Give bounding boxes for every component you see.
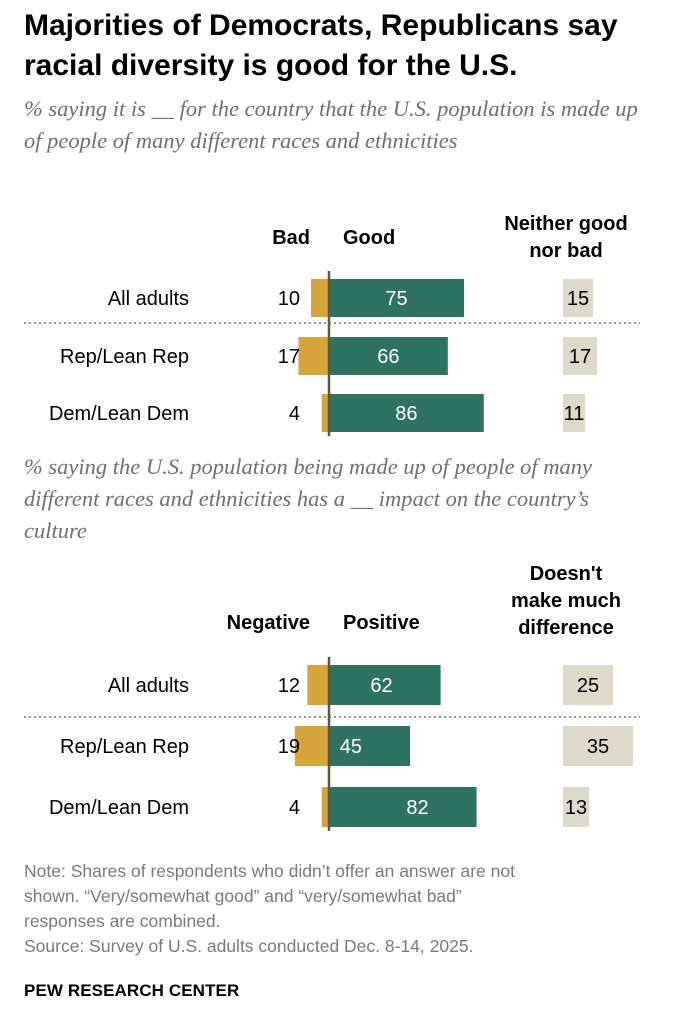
data-label-negative: 4 [289, 403, 300, 425]
bar-positive [329, 665, 441, 705]
bar-neutral [563, 279, 593, 317]
column-header-neither-good-nor-bad: nor bad [529, 240, 602, 262]
column-header-positive: Positive [343, 612, 420, 634]
column-header-negative: Negative [227, 612, 310, 634]
data-label-neutral: 11 [564, 403, 585, 425]
bar-neutral [563, 665, 613, 705]
bar-positive [329, 394, 484, 432]
bar-neutral [563, 337, 597, 375]
data-label-negative: 17 [278, 346, 300, 368]
data-label-negative: 4 [289, 797, 300, 819]
bar-negative [294, 726, 329, 766]
column-header-neither-good-nor-bad: Neither good [504, 213, 627, 235]
bar-negative [311, 279, 329, 317]
bar-neutral [563, 394, 585, 432]
data-label-positive: 62 [370, 675, 392, 697]
chart-2-svg: Negative Positive Doesn't make much differen… [24, 563, 640, 831]
source-line: Source: Survey of U.S. adults conducted … [24, 936, 474, 956]
data-label-negative: 12 [278, 675, 300, 697]
data-label-positive: 82 [406, 797, 428, 819]
pew-research-center-logo: PEW RESEARCH CENTER [24, 981, 240, 1000]
chart-1: Bad Good Neither good nor bad All adults 10 75… [0, 200, 682, 442]
note-and-source: Note: Shares of respondents who didn’t o… [24, 859, 664, 959]
category-label: All adults [108, 675, 189, 697]
data-label-negative: 10 [278, 288, 300, 310]
data-label-neutral: 25 [577, 675, 599, 697]
bar-neutral [563, 787, 589, 827]
note-line: responses are combined. [24, 911, 221, 931]
chart-1-subtitle: % saying it is __ for the country that t… [24, 96, 638, 153]
column-header-doesn-t-make-much-difference: Doesn't [530, 563, 603, 585]
category-label: Dem/Lean Dem [49, 403, 189, 425]
category-label: Rep/Lean Rep [60, 736, 189, 758]
data-label-negative: 19 [278, 736, 300, 758]
chart-2-subtitle: % saying the U.S. population being made … [24, 454, 593, 543]
data-label-neutral: 35 [587, 736, 609, 758]
column-header-doesn-t-make-much-difference: difference [518, 617, 614, 639]
note-line: shown. “Very/somewhat good” and “very/so… [24, 886, 462, 906]
column-header-good: Good [343, 227, 395, 249]
category-label: Dem/Lean Dem [49, 797, 189, 819]
category-label: Rep/Lean Rep [60, 346, 189, 368]
bar-positive [329, 787, 477, 827]
bar-neutral [563, 726, 633, 766]
data-label-neutral: 15 [567, 288, 589, 310]
chart-title: Majorities of Democrats, Republicans say… [24, 9, 618, 82]
bar-negative [298, 337, 329, 375]
data-label-neutral: 17 [569, 346, 591, 368]
bar-negative [321, 394, 329, 432]
bar-negative [321, 787, 329, 827]
bar-positive [329, 337, 448, 375]
category-label: All adults [108, 288, 189, 310]
bar-positive [329, 726, 410, 766]
bar-negative [307, 665, 329, 705]
chart-1-svg: Bad Good Neither good nor bad All adults 10 75… [24, 213, 640, 436]
data-label-positive: 66 [377, 346, 399, 368]
data-label-positive: 45 [340, 736, 362, 758]
data-label-positive: 75 [385, 288, 407, 310]
data-label-neutral: 13 [565, 797, 587, 819]
chart-2: Negative Positive Doesn't make much differen… [0, 560, 682, 840]
bar-positive [329, 279, 464, 317]
data-label-positive: 86 [395, 403, 417, 425]
note-line: Note: Shares of respondents who didn’t o… [24, 861, 515, 881]
column-header-bad: Bad [272, 227, 310, 249]
column-header-doesn-t-make-much-difference: make much [511, 590, 621, 612]
